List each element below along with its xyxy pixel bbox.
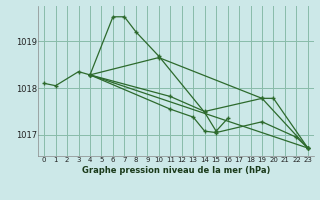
X-axis label: Graphe pression niveau de la mer (hPa): Graphe pression niveau de la mer (hPa) — [82, 166, 270, 175]
